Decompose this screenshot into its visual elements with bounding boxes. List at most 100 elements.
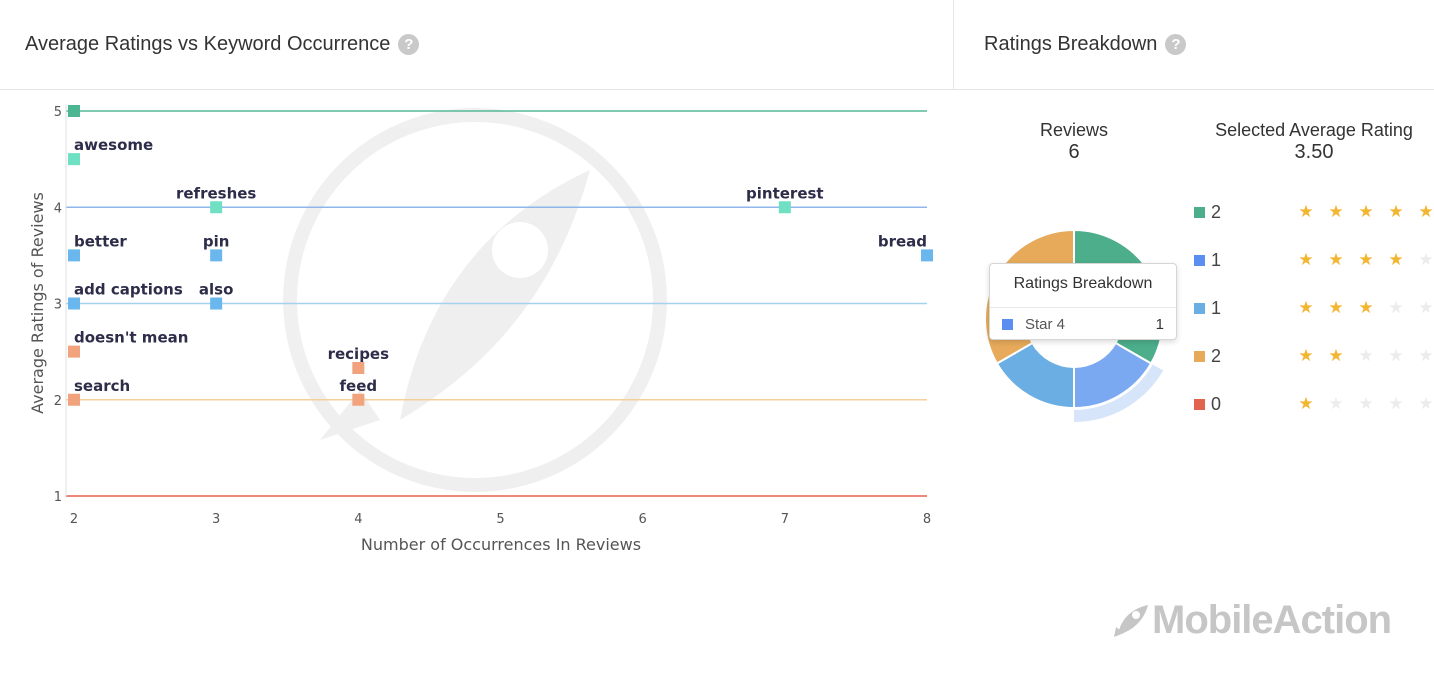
star-rating: ★ ★ ★ ★ ★: [1291, 250, 1434, 270]
x-tick-label: 7: [781, 512, 789, 527]
y-tick-label: 5: [54, 105, 62, 120]
keyword-label: pinterest: [746, 184, 824, 202]
breakdown-row: 1 ★ ★ ★ ★ ★: [1194, 296, 1434, 320]
rating-count: 2: [1211, 201, 1222, 222]
keyword-label: better: [74, 232, 127, 250]
scatter-point[interactable]: [68, 297, 80, 310]
x-tick-label: 3: [212, 512, 220, 527]
chart-tooltip: Ratings Breakdown Star 4 1: [989, 263, 1177, 340]
star-icon: ★: [1358, 394, 1374, 413]
tooltip-row: Star 4 1: [990, 308, 1176, 341]
scatter-point[interactable]: [68, 345, 80, 358]
scatter-points: awesome refreshes pinterest better pin bread a…: [68, 105, 933, 406]
scatter-point[interactable]: [68, 393, 80, 406]
star-icon: ★: [1358, 250, 1374, 269]
legend-swatch: [1194, 302, 1205, 314]
y-axis-title: Average Ratings of Reviews: [28, 192, 47, 414]
scatter-point[interactable]: [921, 249, 933, 262]
scatter-point[interactable]: [210, 249, 223, 262]
x-axis-ticks: 2 3 4 5 6 7 8: [70, 512, 931, 527]
star-icon: ★: [1388, 250, 1404, 269]
rating-count: 1: [1211, 297, 1222, 318]
star-icon: ★: [1388, 298, 1404, 317]
scatter-point[interactable]: [68, 249, 80, 262]
star-icon: ★: [1358, 298, 1374, 317]
star-rating: ★ ★ ★ ★ ★: [1291, 202, 1434, 222]
breakdown-row: 2 ★ ★ ★ ★ ★: [1194, 200, 1434, 224]
reviews-stat: Reviews 6: [1014, 120, 1134, 164]
star-icon: ★: [1358, 202, 1374, 221]
breakdown-title: Ratings Breakdown: [984, 33, 1158, 55]
star-icon: ★: [1298, 346, 1314, 365]
scatter-point[interactable]: [352, 393, 365, 406]
donut-slice-halo: [1074, 364, 1164, 422]
breakdown-row: 2 ★ ★ ★ ★ ★: [1194, 344, 1434, 368]
star-icon: ★: [1298, 202, 1314, 221]
scatter-point[interactable]: [352, 361, 365, 374]
keyword-label: feed: [340, 377, 378, 395]
keyword-label: recipes: [328, 345, 390, 363]
x-tick-label: 4: [354, 512, 362, 527]
rating-count: 0: [1211, 393, 1222, 414]
legend-swatch: [1194, 254, 1205, 266]
star-icon: ★: [1328, 346, 1344, 365]
star-rating: ★ ★ ★ ★ ★: [1291, 346, 1434, 366]
legend-swatch: [1194, 350, 1205, 362]
watermark-logo-icon: [283, 108, 667, 492]
star-rating: ★ ★ ★ ★ ★: [1291, 394, 1434, 414]
scatter-panel-header: Average Ratings vs Keyword Occurrence ?: [0, 0, 954, 90]
scatter-point[interactable]: [778, 201, 791, 214]
help-circle-icon[interactable]: ?: [1165, 34, 1187, 55]
breakdown-row: 1 ★ ★ ★ ★ ★: [1194, 248, 1434, 272]
y-axis-ticks: 1 2 3 4 5: [54, 105, 62, 505]
star-icon: ★: [1418, 298, 1434, 317]
legend-swatch: [1194, 206, 1205, 218]
star-icon: ★: [1328, 202, 1344, 221]
scatter-title: Average Ratings vs Keyword Occurrence: [25, 33, 391, 55]
star-icon: ★: [1298, 394, 1314, 413]
star-icon: ★: [1388, 394, 1404, 413]
star-rating: ★ ★ ★ ★ ★: [1291, 298, 1434, 318]
keyword-label: bread: [878, 232, 927, 250]
star-icon: ★: [1358, 346, 1374, 365]
tooltip-value: 1: [1155, 316, 1164, 333]
x-tick-label: 6: [639, 512, 647, 527]
brand-logo: MobileAction: [1112, 598, 1392, 643]
y-tick-label: 2: [54, 394, 62, 409]
breakdown-panel-header: Ratings Breakdown ?: [954, 0, 1434, 90]
star-icon: ★: [1328, 298, 1344, 317]
scatter-point[interactable]: [210, 297, 223, 310]
y-tick-label: 4: [54, 201, 62, 216]
reviews-label: Reviews: [1039, 120, 1109, 140]
scatter-point[interactable]: [68, 153, 80, 166]
star-icon: ★: [1298, 250, 1314, 269]
logo-text: MobileAction: [1152, 598, 1392, 642]
scatter-point[interactable]: [68, 105, 80, 117]
star-icon: ★: [1418, 202, 1434, 221]
keyword-label: add captions: [74, 281, 183, 299]
star-icon: ★: [1418, 346, 1434, 365]
average-rating-value: 3.50: [1294, 141, 1334, 163]
keyword-label: refreshes: [176, 184, 256, 202]
keyword-label: search: [74, 377, 130, 395]
keyword-label: doesn't mean: [74, 329, 188, 347]
star-icon: ★: [1418, 394, 1434, 413]
tooltip-swatch: [1002, 319, 1013, 330]
tooltip-title: Ratings Breakdown: [990, 264, 1176, 308]
star-icon: ★: [1328, 250, 1344, 269]
help-circle-icon[interactable]: ?: [398, 34, 420, 55]
rating-count: 2: [1211, 345, 1222, 366]
reviews-value: 6: [1068, 141, 1080, 163]
rating-count: 1: [1211, 249, 1222, 270]
average-rating-label: Selected Average Rating: [1215, 120, 1413, 140]
star-icon: ★: [1298, 298, 1314, 317]
keyword-label: also: [199, 281, 234, 299]
x-tick-label: 2: [70, 512, 78, 527]
y-tick-label: 3: [54, 298, 62, 313]
scatter-point[interactable]: [210, 201, 223, 214]
x-tick-label: 8: [923, 512, 931, 527]
average-rating-stat: Selected Average Rating 3.50: [1196, 120, 1432, 164]
star-icon: ★: [1328, 394, 1344, 413]
y-tick-label: 1: [54, 490, 62, 505]
